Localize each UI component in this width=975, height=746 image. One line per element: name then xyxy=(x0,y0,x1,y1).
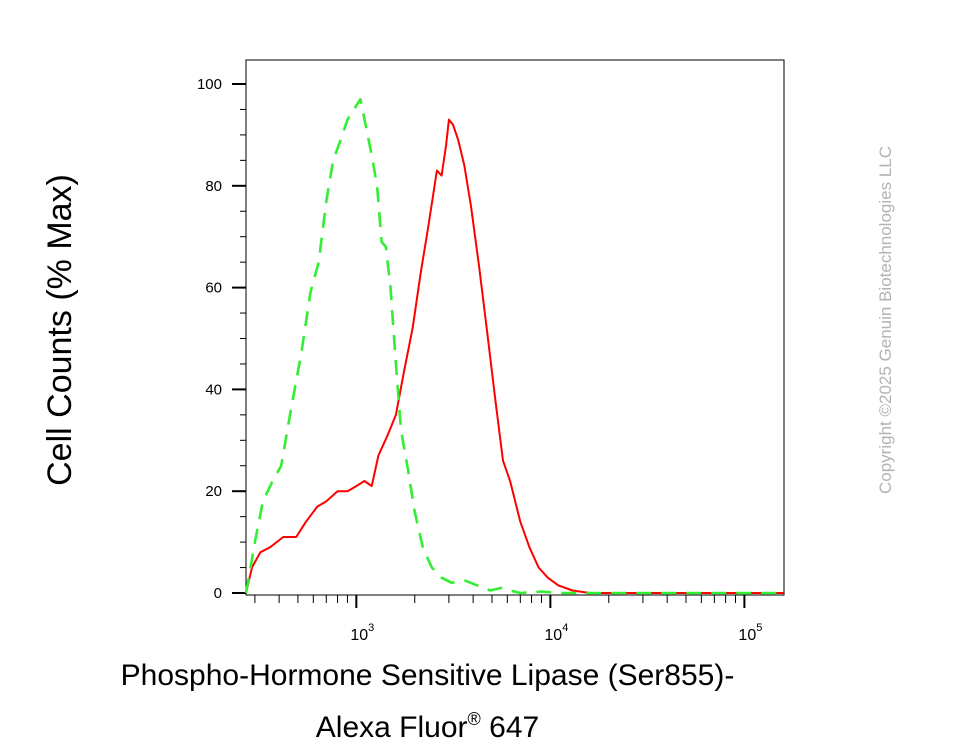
x-axis-label-fluor: Alexa Fluor xyxy=(315,711,468,744)
x-axis-label-registered-mark: ® xyxy=(467,709,481,729)
x-tick-label: 103 xyxy=(350,622,374,644)
x-axis-label-channel: 647 xyxy=(480,711,540,744)
copyright-watermark: Copyright ©2025 Genuin Biotechnologies L… xyxy=(876,145,895,495)
y-tick-label: 0 xyxy=(214,585,222,602)
series-line-green-dashed xyxy=(244,98,784,595)
x-axis: 103 104 105 xyxy=(254,595,762,644)
y-axis-label: Cell Counts (% Max) xyxy=(41,174,79,486)
x-axis-label-line-2: Alexa Fluor® 647 xyxy=(0,701,855,746)
series-line-red-solid xyxy=(245,118,784,594)
plot-frame xyxy=(245,59,785,596)
y-tick-label: 100 xyxy=(197,76,222,93)
y-tick-label: 80 xyxy=(205,178,222,195)
series-layer xyxy=(244,98,784,595)
y-tick-label: 40 xyxy=(205,381,222,398)
y-tick-label: 60 xyxy=(205,280,222,297)
x-tick-label: 105 xyxy=(738,622,762,644)
y-axis: 0 20 40 60 80 100 xyxy=(197,76,246,602)
y-tick-label: 20 xyxy=(205,483,222,500)
x-tick-label: 104 xyxy=(544,622,568,644)
x-axis-label-line-1: Phospho-Hormone Sensitive Lipase (Ser855… xyxy=(120,659,735,692)
